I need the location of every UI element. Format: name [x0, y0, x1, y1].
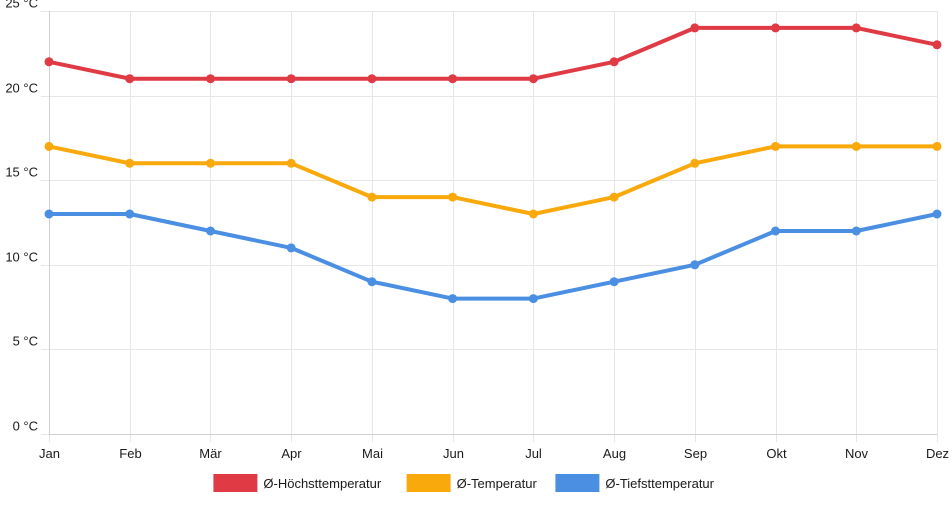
data-point — [206, 158, 215, 168]
data-point — [609, 277, 619, 287]
data-point — [367, 192, 377, 202]
y-tick-label: 5 °C — [13, 334, 38, 349]
data-point — [44, 141, 54, 151]
data-point — [690, 23, 700, 33]
data-point — [771, 141, 780, 151]
data-point — [932, 40, 942, 50]
legend-label: Ø-Temperatur — [457, 476, 538, 491]
x-tick-label: Jan — [39, 446, 60, 461]
data-point — [448, 294, 458, 304]
data-point — [125, 209, 135, 219]
data-point — [44, 57, 54, 67]
legend: Ø-Höchsttemperatur Ø-Temperatur Ø-Tiefstte… — [213, 474, 715, 492]
data-point — [690, 158, 700, 168]
series-group — [44, 141, 942, 219]
data-point — [851, 141, 861, 151]
data-point — [44, 209, 54, 219]
x-tick-label: Feb — [119, 446, 141, 461]
data-point — [125, 74, 135, 84]
legend-item: Ø-Tiefsttemperatur — [555, 474, 715, 492]
data-point — [932, 141, 942, 151]
data-point — [771, 226, 780, 236]
data-point — [851, 226, 861, 236]
data-point — [206, 226, 215, 236]
data-point — [286, 243, 296, 253]
data-point — [528, 209, 538, 219]
data-point — [448, 74, 458, 84]
series-line — [47, 144, 939, 216]
series-group — [44, 209, 942, 304]
legend-swatch — [555, 474, 600, 492]
data-point — [609, 192, 619, 202]
legend-swatch — [213, 474, 258, 492]
series-line — [47, 212, 939, 301]
x-tick-label: Dez — [926, 446, 949, 461]
data-point — [690, 260, 700, 270]
series-line — [47, 25, 939, 81]
y-tick-label: 15 °C — [5, 165, 38, 180]
y-tick-label: 25 °C — [5, 0, 38, 11]
x-tick-label: Mai — [362, 446, 383, 461]
series-group — [44, 23, 942, 84]
data-point — [206, 74, 215, 84]
data-point — [851, 23, 861, 33]
legend-item: Ø-Höchsttemperatur — [213, 474, 382, 492]
x-tick-label: Jul — [525, 446, 542, 461]
grid — [41, 11, 938, 442]
legend-label: Ø-Höchsttemperatur — [263, 476, 381, 491]
data-point — [528, 74, 538, 84]
data-point — [367, 277, 377, 287]
x-tick-label: Jun — [443, 446, 464, 461]
x-tick-label: Aug — [603, 446, 626, 461]
data-point — [609, 57, 619, 67]
data-point — [771, 23, 780, 33]
data-point — [528, 294, 538, 304]
x-tick-label: Sep — [684, 446, 707, 461]
data-point — [125, 158, 135, 168]
series — [44, 23, 942, 304]
data-point — [286, 158, 296, 168]
data-point — [367, 74, 377, 84]
data-point — [448, 192, 458, 202]
legend-swatch — [406, 474, 451, 492]
x-tick-label: Mär — [199, 446, 222, 461]
y-tick-label: 20 °C — [5, 81, 38, 96]
y-tick-label: 0 °C — [13, 419, 38, 434]
axes: 0 °C 5 °C 10 °C 15 °C 20 °C 25 °C Jan Feb Mär Apr… — [5, 0, 949, 461]
legend-label: Ø-Tiefsttemperatur — [605, 476, 714, 491]
x-tick-label: Apr — [281, 446, 302, 461]
x-tick-label: Nov — [845, 446, 869, 461]
y-tick-label: 10 °C — [5, 250, 38, 265]
x-tick-label: Okt — [766, 446, 787, 461]
legend-item: Ø-Temperatur — [406, 474, 538, 492]
data-point — [286, 74, 296, 84]
data-point — [932, 209, 942, 219]
